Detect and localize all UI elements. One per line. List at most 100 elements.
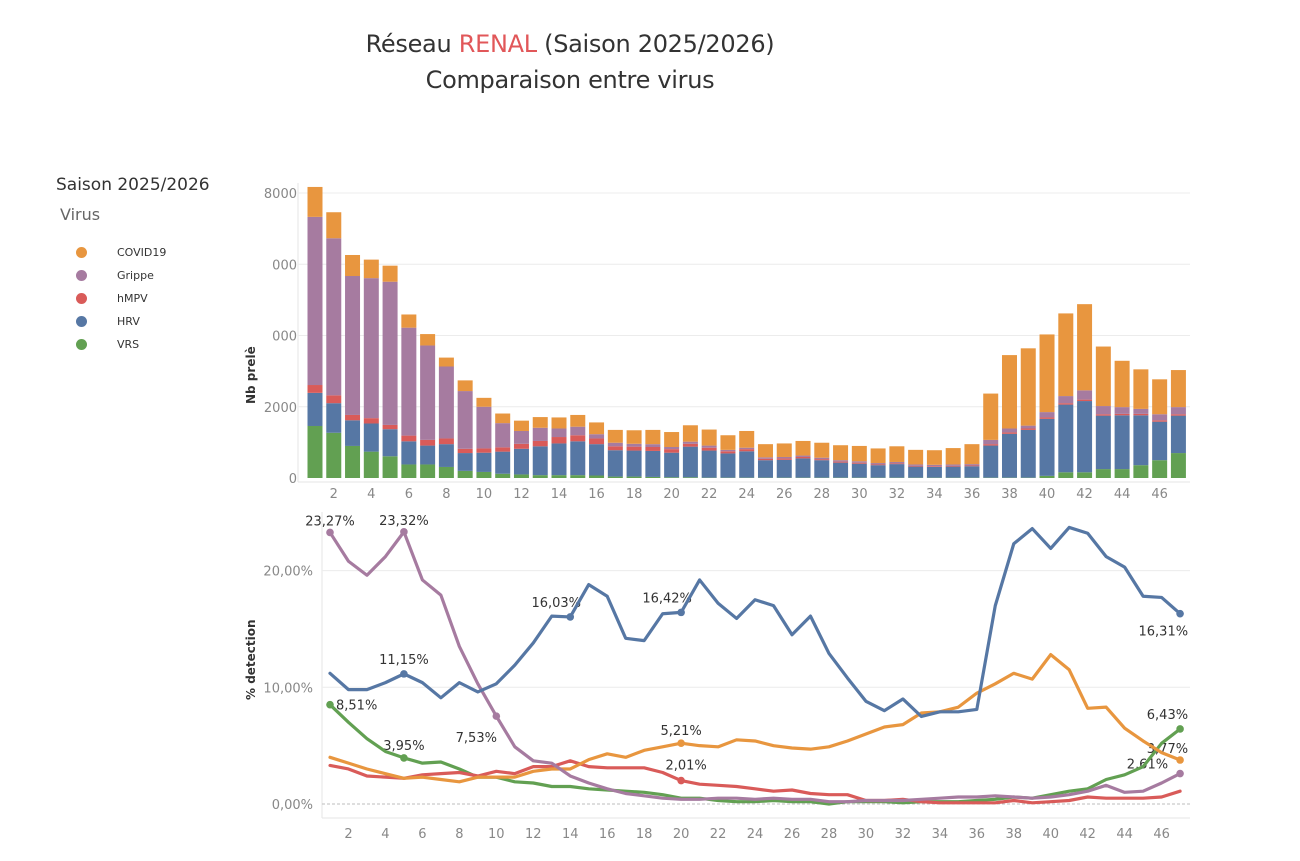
line-point-grippe bbox=[326, 528, 334, 537]
bar-segment-hmpv bbox=[851, 462, 867, 464]
bar-segment-hmpv bbox=[1001, 432, 1017, 434]
line-x-tick-label: 44 bbox=[1116, 827, 1133, 842]
bar-stack-week-42 bbox=[1077, 304, 1093, 478]
bar-segment-hrv bbox=[513, 448, 529, 475]
bar-y-tick-label: 8000 bbox=[264, 187, 297, 202]
legend-label: COVID19 bbox=[117, 245, 167, 259]
line-x-tick-label: 10 bbox=[488, 827, 505, 842]
bar-segment-hrv bbox=[720, 453, 736, 478]
bar-stack-week-9 bbox=[457, 380, 473, 478]
bar-stack-week-3 bbox=[345, 254, 361, 478]
line-x-tick-label: 36 bbox=[969, 827, 986, 842]
line-series-grippe bbox=[328, 530, 1182, 804]
bar-x-tick-label: 44 bbox=[1114, 487, 1131, 502]
bar-segment-hmpv bbox=[1020, 428, 1036, 430]
bar-segment-vrs bbox=[607, 476, 623, 478]
bar-segment-grippe bbox=[363, 278, 379, 419]
bar-segment-grippe bbox=[457, 391, 473, 449]
bar-segment-vrs bbox=[664, 477, 680, 478]
bar-segment-vrs bbox=[307, 425, 323, 478]
bar-y-tick-label: 2000 bbox=[264, 401, 297, 416]
bar-segment-covid19 bbox=[1095, 346, 1111, 407]
bar-stack-week-22 bbox=[701, 429, 717, 478]
bar-segment-hmpv bbox=[682, 443, 698, 447]
bar-segment-covid19 bbox=[532, 417, 548, 428]
line-x-tick-label: 32 bbox=[895, 827, 912, 842]
bar-segment-hrv bbox=[645, 450, 661, 477]
bar-x-tick-label: 36 bbox=[964, 487, 981, 502]
bar-stack-week-46 bbox=[1152, 379, 1168, 478]
line-series-hmpv bbox=[328, 759, 1182, 805]
line-x-tick-label: 12 bbox=[525, 827, 542, 842]
bar-segment-hmpv bbox=[607, 446, 623, 451]
line-data-label: 5,21% bbox=[660, 724, 701, 739]
bar-segment-vrs bbox=[532, 475, 548, 478]
bar-segment-hmpv bbox=[814, 459, 830, 461]
bar-segment-hrv bbox=[570, 441, 586, 476]
bar-segment-hmpv bbox=[664, 449, 680, 453]
bar-stack-week-33 bbox=[908, 449, 924, 478]
legend-dot-icon bbox=[76, 269, 87, 281]
line-data-label: 23,32% bbox=[379, 514, 429, 529]
bar-segment-covid19 bbox=[551, 417, 567, 429]
bar-segment-covid19 bbox=[589, 422, 605, 435]
line-data-label: 3,95% bbox=[383, 739, 424, 754]
bar-segment-hrv bbox=[964, 466, 980, 478]
bar-stack-week-41 bbox=[1058, 313, 1074, 478]
legend-item-covid19[interactable]: COVID19 bbox=[76, 244, 166, 260]
line-x-tick-label: 18 bbox=[636, 827, 653, 842]
bar-stack-week-19 bbox=[645, 429, 661, 478]
bar-segment-grippe bbox=[1001, 428, 1017, 433]
legend-item-vrs[interactable]: VRS bbox=[76, 336, 139, 352]
bar-segment-grippe bbox=[382, 281, 398, 425]
bar-stack-week-20 bbox=[664, 432, 680, 478]
legend-item-hmpv[interactable]: hMPV bbox=[76, 290, 148, 306]
bar-segment-hmpv bbox=[589, 438, 605, 445]
bar-segment-vrs bbox=[589, 475, 605, 478]
bar-segment-grippe bbox=[664, 447, 680, 450]
bar-segment-hrv bbox=[626, 450, 642, 477]
bar-x-tick-label: 40 bbox=[1039, 487, 1056, 502]
bar-segment-covid19 bbox=[964, 444, 980, 465]
legend-item-grippe[interactable]: Grippe bbox=[76, 267, 154, 283]
bar-stack-week-36 bbox=[964, 444, 980, 478]
bar-segment-covid19 bbox=[626, 430, 642, 444]
line-x-tick-label: 4 bbox=[381, 827, 389, 842]
bar-stack-week-17 bbox=[607, 429, 623, 478]
bar-segment-hmpv bbox=[701, 447, 717, 451]
line-x-tick-label: 26 bbox=[784, 827, 801, 842]
bar-segment-covid19 bbox=[795, 440, 811, 456]
bar-stack-week-1 bbox=[307, 186, 323, 478]
legend-item-hrv[interactable]: HRV bbox=[76, 313, 140, 329]
line-x-tick-label: 28 bbox=[821, 827, 838, 842]
line-x-tick-label: 8 bbox=[455, 827, 463, 842]
bar-segment-grippe bbox=[720, 449, 736, 452]
bar-segment-grippe bbox=[908, 464, 924, 466]
bar-segment-grippe bbox=[926, 464, 942, 467]
line-y-axis-label: % detection bbox=[244, 619, 258, 700]
line-x-tick-label: 24 bbox=[747, 827, 764, 842]
bar-segment-hrv bbox=[1095, 415, 1111, 470]
bar-segment-hmpv bbox=[889, 463, 905, 465]
bar-segment-vrs bbox=[626, 476, 642, 478]
legend-dot-icon bbox=[76, 292, 87, 304]
line-point-hrv bbox=[677, 608, 685, 617]
bar-segment-vrs bbox=[382, 456, 398, 478]
bar-segment-covid19 bbox=[495, 413, 511, 424]
bar-stack-week-39 bbox=[1020, 348, 1036, 478]
title-suffix: (Saison 2025/2026) bbox=[536, 30, 775, 58]
bar-segment-covid19 bbox=[1114, 360, 1130, 408]
bar-segment-hmpv bbox=[513, 443, 529, 449]
bar-stack-week-13 bbox=[532, 417, 548, 478]
bar-segment-hrv bbox=[307, 392, 323, 426]
bar-segment-covid19 bbox=[889, 446, 905, 462]
bar-segment-hrv bbox=[420, 445, 436, 465]
bar-segment-grippe bbox=[532, 427, 548, 441]
legend-subtitle: Virus bbox=[60, 205, 101, 224]
legend-dot-icon bbox=[76, 246, 87, 258]
line-data-label: 11,15% bbox=[379, 653, 429, 668]
bar-segment-hrv bbox=[739, 451, 755, 478]
